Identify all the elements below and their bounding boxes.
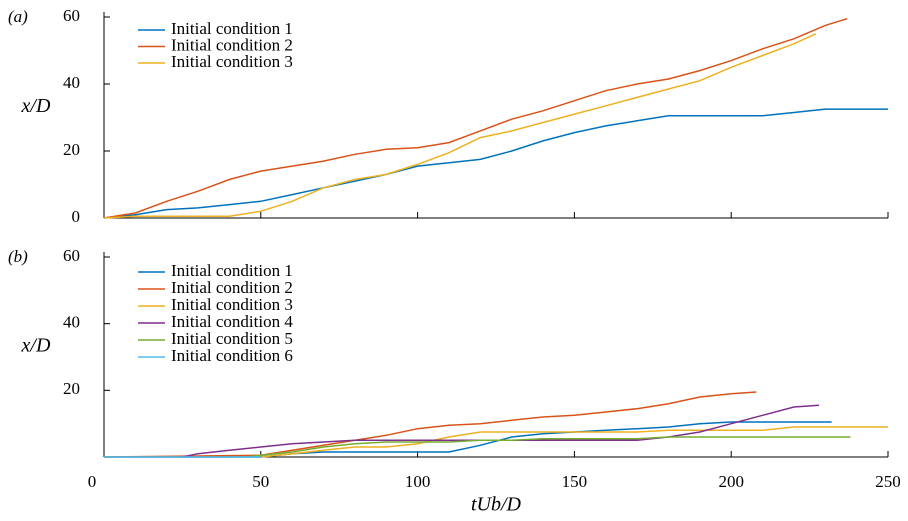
legend-label: Initial condition 1 bbox=[171, 19, 293, 38]
panel-label: (a) bbox=[8, 7, 28, 26]
y-tick-label: 40 bbox=[63, 73, 80, 92]
x-axis-label: tUb/D bbox=[471, 494, 522, 516]
legend-label: Initial condition 2 bbox=[171, 35, 293, 54]
y-tick-label: 20 bbox=[63, 140, 80, 159]
data-line bbox=[103, 391, 757, 458]
data-line bbox=[260, 426, 888, 458]
data-line bbox=[103, 17, 848, 219]
legend-label: Initial condition 2 bbox=[171, 278, 293, 297]
x-tick-label: 50 bbox=[252, 472, 269, 491]
legend-label: Initial condition 1 bbox=[171, 261, 293, 280]
y-axis-label: x/D bbox=[21, 95, 51, 117]
y-tick-label: 60 bbox=[63, 246, 80, 265]
legend-label: Initial condition 4 bbox=[171, 312, 293, 331]
legend-label: Initial condition 3 bbox=[171, 295, 293, 314]
data-line bbox=[182, 404, 820, 458]
data-line bbox=[103, 33, 817, 219]
y-tick-label: 0 bbox=[72, 207, 81, 226]
y-axis-label: x/D bbox=[21, 335, 51, 357]
x-tick-label: 0 bbox=[88, 472, 97, 491]
data-line bbox=[103, 108, 888, 219]
x-tick-label: 100 bbox=[405, 472, 431, 491]
x-tick-label: 200 bbox=[718, 472, 744, 491]
x-tick-label: 150 bbox=[562, 472, 588, 491]
legend-label: Initial condition 5 bbox=[171, 329, 293, 348]
y-tick-label: 20 bbox=[63, 379, 80, 398]
y-tick-label: 60 bbox=[63, 6, 80, 25]
legend-label: Initial condition 6 bbox=[171, 346, 293, 365]
y-tick-label: 40 bbox=[63, 313, 80, 332]
legend-label: Initial condition 3 bbox=[171, 52, 293, 71]
panel-label: (b) bbox=[8, 247, 28, 266]
x-tick-label: 250 bbox=[875, 472, 901, 491]
data-line bbox=[104, 421, 832, 458]
data-line bbox=[245, 436, 851, 458]
